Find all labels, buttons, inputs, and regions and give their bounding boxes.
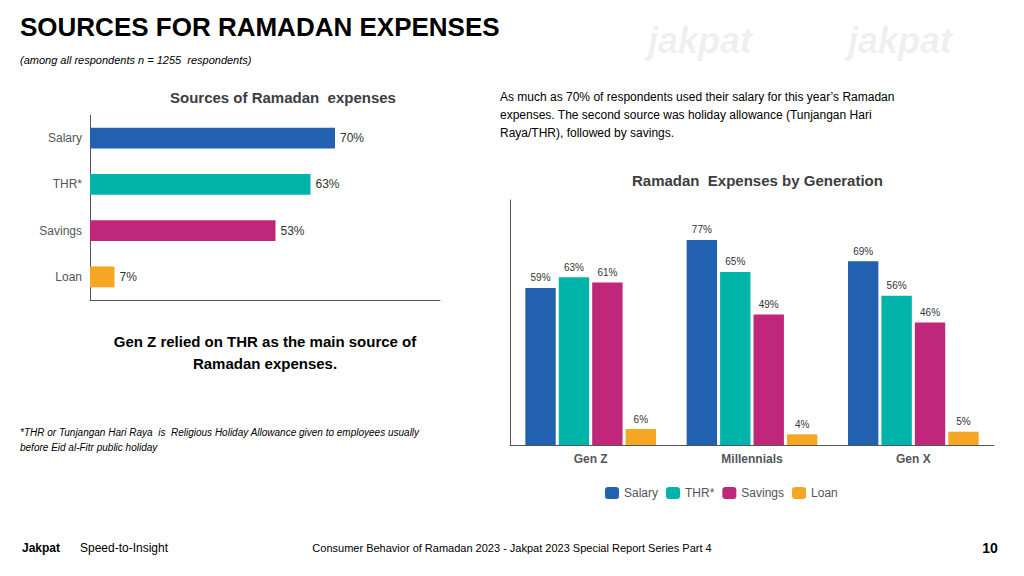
svg-text:Ramadan Expenses by Generatio: Ramadan Expenses by Generation — [632, 172, 883, 189]
svg-text:Loan: Loan — [811, 486, 838, 500]
svg-text:SOURCES FOR RAMADAN EXPENSES: SOURCES FOR RAMADAN EXPENSES — [20, 12, 500, 42]
svg-text:63%: 63% — [316, 177, 340, 191]
svg-text:Ramadan expenses.: Ramadan expenses. — [193, 355, 337, 372]
svg-text:Millennials: Millennials — [721, 452, 783, 466]
svg-text:46%: 46% — [920, 307, 940, 318]
svg-text:5%: 5% — [956, 416, 971, 427]
svg-text:59%: 59% — [531, 272, 551, 283]
svg-text:Gen Z: Gen Z — [574, 452, 608, 466]
svg-text:jakpat: jakpat — [844, 20, 954, 61]
svg-text:Sources of Ramadan expenses: Sources of Ramadan expenses — [170, 89, 396, 106]
svg-text:53%: 53% — [281, 224, 305, 238]
svg-text:6%: 6% — [634, 414, 649, 425]
svg-text:(among all respondents n = 125: (among all respondents n = 1255 responde… — [20, 54, 252, 66]
svg-text:Savings: Savings — [741, 486, 784, 500]
svg-text:expenses. The second source wa: expenses. The second source was holiday … — [500, 108, 872, 122]
svg-text:Jakpat: Jakpat — [22, 541, 60, 555]
svg-text:Gen Z relied on THR as the mai: Gen Z relied on THR as the main source o… — [114, 333, 418, 350]
svg-text:4%: 4% — [795, 419, 810, 430]
svg-text:7%: 7% — [120, 270, 138, 284]
svg-text:Salary: Salary — [624, 486, 658, 500]
svg-text:jakpat: jakpat — [644, 20, 754, 61]
svg-text:As much as 70% of respondents: As much as 70% of respondents used their… — [500, 90, 894, 104]
svg-text:Speed-to-Insight: Speed-to-Insight — [80, 541, 169, 555]
svg-text:*THR or Tunjangan Hari Raya i: *THR or Tunjangan Hari Raya is Religious… — [20, 427, 420, 438]
svg-text:THR*: THR* — [685, 486, 715, 500]
svg-text:Loan: Loan — [55, 270, 82, 284]
svg-text:THR*: THR* — [53, 177, 83, 191]
svg-text:63%: 63% — [564, 262, 584, 273]
svg-text:Salary: Salary — [48, 131, 82, 145]
svg-text:49%: 49% — [759, 299, 779, 310]
svg-text:61%: 61% — [597, 267, 617, 278]
svg-text:10: 10 — [982, 540, 998, 556]
svg-text:56%: 56% — [887, 280, 907, 291]
svg-text:Gen X: Gen X — [896, 452, 931, 466]
svg-text:Savings: Savings — [39, 224, 82, 238]
svg-text:before Eid al-Fitr public holi: before Eid al-Fitr public holiday — [20, 442, 158, 453]
svg-text:Raya/THR), followed by savings: Raya/THR), followed by savings. — [500, 126, 674, 140]
svg-text:69%: 69% — [853, 246, 873, 257]
svg-text:77%: 77% — [692, 224, 712, 235]
svg-text:65%: 65% — [725, 256, 745, 267]
svg-text:Consumer Behavior of Ramadan 2: Consumer Behavior of Ramadan 2023 - Jakp… — [312, 542, 711, 554]
svg-text:70%: 70% — [340, 131, 364, 145]
